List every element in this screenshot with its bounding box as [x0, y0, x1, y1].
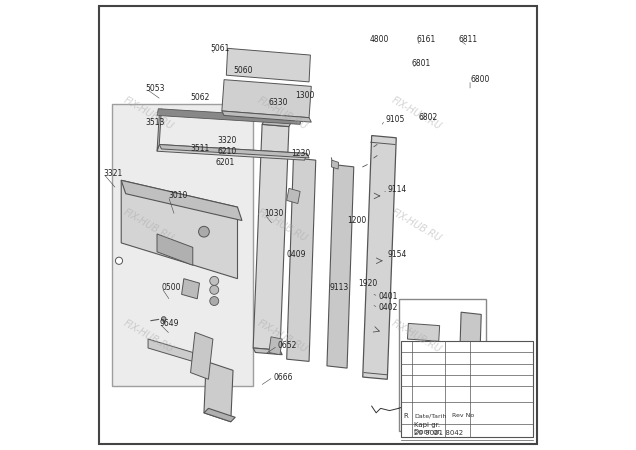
- Bar: [113, 104, 253, 386]
- Polygon shape: [182, 279, 200, 299]
- Text: 9113: 9113: [329, 283, 349, 292]
- Text: FIX-HUB.RU: FIX-HUB.RU: [390, 95, 443, 131]
- Text: 3010: 3010: [168, 191, 188, 200]
- Text: 20 9001 8042: 20 9001 8042: [414, 430, 463, 436]
- Polygon shape: [157, 109, 301, 124]
- Text: 5060: 5060: [233, 66, 252, 75]
- Polygon shape: [287, 158, 315, 361]
- Text: 9154: 9154: [387, 250, 406, 259]
- Bar: [414, 395, 427, 413]
- Polygon shape: [159, 144, 309, 158]
- Text: 0666: 0666: [273, 373, 293, 382]
- Circle shape: [210, 276, 219, 285]
- Bar: [401, 341, 533, 437]
- Text: FIX-HUB.RU: FIX-HUB.RU: [390, 319, 443, 355]
- Text: Door gr.: Door gr.: [414, 428, 442, 435]
- Text: 1030: 1030: [265, 209, 284, 218]
- Text: FIX-HUB.RU: FIX-HUB.RU: [121, 319, 175, 355]
- Polygon shape: [363, 135, 396, 379]
- Circle shape: [210, 285, 219, 294]
- Polygon shape: [157, 144, 307, 160]
- Text: 3511: 3511: [191, 144, 210, 153]
- Text: FIX-HUB.RU: FIX-HUB.RU: [256, 207, 309, 243]
- Text: 0409: 0409: [287, 250, 306, 259]
- Polygon shape: [459, 312, 481, 384]
- Polygon shape: [222, 80, 311, 117]
- Polygon shape: [157, 109, 162, 151]
- Polygon shape: [121, 180, 242, 220]
- Bar: [408, 375, 443, 388]
- Text: R: R: [403, 413, 408, 419]
- Polygon shape: [327, 165, 354, 368]
- Text: 9114: 9114: [387, 184, 406, 194]
- Text: 9105: 9105: [385, 115, 404, 124]
- Polygon shape: [204, 361, 233, 422]
- Circle shape: [115, 257, 123, 264]
- Text: 6161: 6161: [417, 35, 436, 44]
- Text: 5061: 5061: [211, 44, 230, 53]
- Text: FIX-HUB.RU: FIX-HUB.RU: [390, 207, 443, 243]
- Polygon shape: [191, 333, 213, 379]
- Text: FIX-HUB.RU: FIX-HUB.RU: [121, 207, 175, 243]
- Text: 9649: 9649: [159, 319, 179, 328]
- Circle shape: [210, 297, 219, 306]
- Circle shape: [162, 317, 166, 321]
- Polygon shape: [226, 48, 310, 82]
- Text: 0652: 0652: [278, 341, 297, 350]
- Text: 4800: 4800: [370, 35, 389, 44]
- Polygon shape: [331, 160, 338, 169]
- Polygon shape: [253, 124, 289, 350]
- Text: 0402: 0402: [378, 303, 398, 312]
- Text: 6330: 6330: [269, 98, 288, 107]
- Circle shape: [198, 226, 209, 237]
- Text: Rev No: Rev No: [452, 414, 474, 418]
- Polygon shape: [459, 384, 479, 424]
- Polygon shape: [222, 111, 311, 122]
- Text: 6210: 6210: [218, 147, 237, 156]
- Polygon shape: [262, 120, 291, 126]
- Text: Kapi gr.: Kapi gr.: [414, 422, 440, 428]
- Text: 6811: 6811: [459, 35, 478, 44]
- Text: FIX-HUB.RU: FIX-HUB.RU: [256, 319, 309, 355]
- Text: 1230: 1230: [291, 149, 310, 158]
- Polygon shape: [253, 348, 282, 355]
- Text: 0500: 0500: [162, 283, 181, 292]
- Text: FIX-HUB.RU: FIX-HUB.RU: [256, 95, 309, 131]
- Text: 3320: 3320: [218, 135, 237, 144]
- Text: 1920: 1920: [358, 279, 378, 288]
- Text: 5062: 5062: [191, 93, 210, 102]
- Text: 5053: 5053: [146, 84, 165, 93]
- Polygon shape: [269, 337, 282, 355]
- Polygon shape: [204, 408, 235, 422]
- Polygon shape: [408, 324, 439, 341]
- Text: 1300: 1300: [296, 91, 315, 100]
- Text: 6802: 6802: [418, 113, 438, 122]
- Polygon shape: [157, 234, 193, 265]
- Bar: [399, 299, 486, 431]
- Text: 1200: 1200: [347, 216, 366, 225]
- Polygon shape: [287, 189, 300, 203]
- Text: FIX-HUB.RU: FIX-HUB.RU: [121, 95, 175, 131]
- Text: 0401: 0401: [378, 292, 398, 301]
- Text: 3321: 3321: [103, 169, 123, 178]
- Text: 6800: 6800: [470, 75, 490, 84]
- Text: 3513: 3513: [146, 117, 165, 126]
- Polygon shape: [148, 339, 193, 361]
- Text: Date/Tarih: Date/Tarih: [414, 414, 446, 418]
- Polygon shape: [121, 180, 237, 279]
- Text: 6801: 6801: [412, 59, 431, 68]
- Text: 6201: 6201: [215, 158, 235, 167]
